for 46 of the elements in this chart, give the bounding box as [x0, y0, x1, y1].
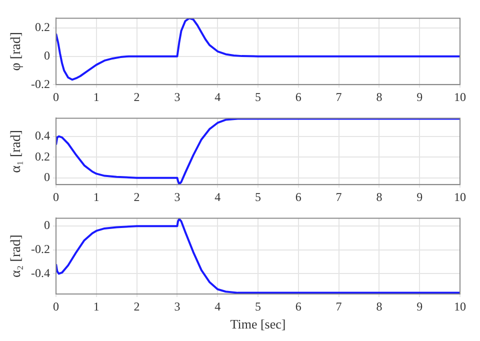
y-tick-label: 0.4 — [35, 128, 50, 143]
x-tick-label: 1 — [93, 90, 100, 104]
x-tick-label: 2 — [134, 190, 140, 204]
x-tick-label: 4 — [214, 190, 221, 204]
x-tick-label: 5 — [255, 90, 261, 104]
x-tick-label: 5 — [255, 190, 261, 204]
x-tick-label: 10 — [454, 299, 466, 314]
x-tick-label: 1 — [93, 190, 100, 204]
x-tick-label: 6 — [295, 190, 302, 204]
y-axis-title: α₂ [rad] — [9, 234, 24, 278]
x-tick-label: 8 — [376, 190, 382, 204]
x-tick-label: 6 — [295, 299, 302, 314]
x-tick-label: 5 — [255, 299, 261, 314]
x-tick-label: 0 — [53, 299, 59, 314]
y-tick-label: -0.4 — [31, 266, 50, 280]
x-tick-label: 4 — [214, 90, 221, 104]
y-tick-label: 0 — [44, 218, 50, 232]
x-tick-label: 4 — [214, 299, 221, 314]
x-tick-label: 7 — [336, 190, 342, 204]
x-tick-label: 9 — [416, 90, 423, 104]
x-tick-label: 7 — [336, 90, 342, 104]
y-tick-label: 0 — [44, 48, 50, 62]
y-tick-label: 0.2 — [35, 20, 50, 34]
y-tick-label: -0.2 — [31, 242, 50, 256]
x-tick-label: 2 — [134, 90, 140, 104]
x-tick-label: 1 — [93, 299, 100, 314]
x-tick-label: 3 — [174, 299, 180, 314]
x-tick-label: 6 — [295, 90, 302, 104]
x-tick-label: 0 — [53, 190, 59, 204]
y-tick-label: -0.2 — [31, 76, 50, 91]
x-tick-label: 10 — [454, 190, 466, 204]
x-tick-label: 3 — [174, 190, 180, 204]
y-tick-label: 0.2 — [35, 149, 50, 164]
x-axis-title: Time [sec] — [230, 316, 286, 332]
y-axis-title: φ [rad] — [9, 32, 24, 71]
x-tick-label: 9 — [416, 299, 423, 314]
x-tick-label: 2 — [134, 299, 140, 314]
x-tick-label: 8 — [376, 299, 382, 314]
x-tick-label: 3 — [174, 90, 180, 104]
x-tick-label: 9 — [416, 190, 423, 204]
x-tick-label: 8 — [376, 90, 382, 104]
x-tick-label: 0 — [53, 90, 59, 104]
y-tick-label: 0 — [44, 170, 50, 184]
x-tick-label: 7 — [336, 299, 342, 314]
y-axis-title: α₁ [rad] — [9, 130, 24, 173]
x-tick-label: 10 — [454, 90, 466, 104]
